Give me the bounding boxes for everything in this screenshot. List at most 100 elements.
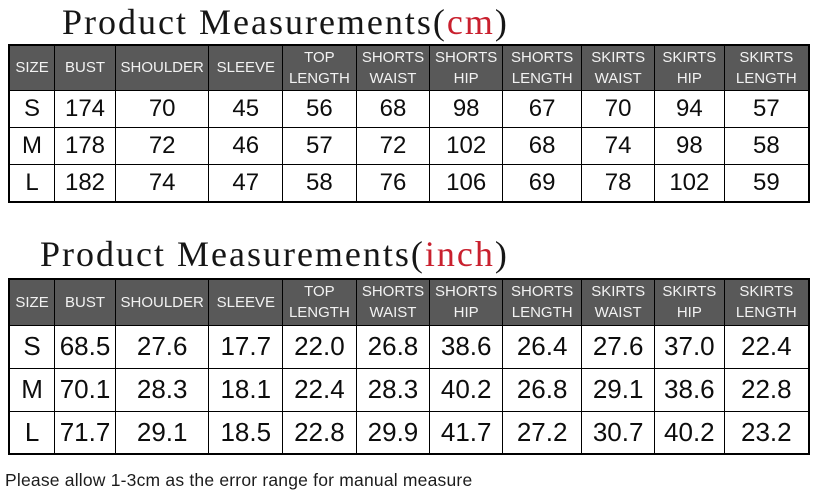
value-cell: 174 xyxy=(54,90,116,129)
inch-unit-label: inch xyxy=(424,233,495,274)
value-cell: 71.7 xyxy=(54,410,116,455)
table-row: L 182 74 47 58 76 106 69 78 102 59 xyxy=(8,164,810,203)
column-header: SKIRTS WAIST xyxy=(581,44,656,92)
value-cell: 40.2 xyxy=(429,367,504,412)
value-cell: 26.8 xyxy=(355,324,431,369)
column-header: SLEEVE xyxy=(208,44,284,92)
table-row: M 178 72 46 57 72 102 68 74 98 58 xyxy=(8,127,810,166)
cm-title-suffix: ) xyxy=(494,2,509,42)
value-cell: 56 xyxy=(282,90,357,129)
value-cell: 70.1 xyxy=(54,367,116,412)
value-cell: 22.8 xyxy=(282,410,357,455)
value-cell: 28.3 xyxy=(355,367,431,412)
column-header: SHOULDER xyxy=(114,44,210,92)
value-cell: 70 xyxy=(581,90,656,129)
value-cell: 59 xyxy=(723,164,810,203)
measure-tolerance-note: Please allow 1-3cm as the error range fo… xyxy=(5,470,473,491)
value-cell: 26.8 xyxy=(502,367,583,412)
table-row: S 68.5 27.6 17.7 22.0 26.8 38.6 26.4 27.6 37.0 22.… xyxy=(8,324,810,369)
column-header: SHORTS LENGTH xyxy=(502,44,583,92)
value-cell: 27.6 xyxy=(114,324,210,369)
value-cell: 78 xyxy=(581,164,656,203)
column-header: SHORTS HIP xyxy=(429,44,504,92)
column-header: TOP LENGTH xyxy=(282,44,357,92)
column-header: SKIRTS HIP xyxy=(654,278,725,326)
table-row: M 70.1 28.3 18.1 22.4 28.3 40.2 26.8 29.1 38.6 22.… xyxy=(8,367,810,412)
value-cell: 29.1 xyxy=(581,367,656,412)
value-cell: 74 xyxy=(114,164,210,203)
size-cell: S xyxy=(8,324,56,369)
column-header: SHOULDER xyxy=(114,278,210,326)
value-cell: 57 xyxy=(282,127,357,166)
value-cell: 23.2 xyxy=(723,410,810,455)
value-cell: 29.9 xyxy=(355,410,431,455)
value-cell: 27.6 xyxy=(581,324,656,369)
column-header: SHORTS LENGTH xyxy=(502,278,583,326)
value-cell: 69 xyxy=(502,164,583,203)
column-header: SKIRTS WAIST xyxy=(581,278,656,326)
column-header: BUST xyxy=(54,44,116,92)
column-header: SHORTS WAIST xyxy=(355,278,431,326)
value-cell: 45 xyxy=(208,90,284,129)
value-cell: 26.4 xyxy=(502,324,583,369)
inch-title-suffix: ) xyxy=(494,233,509,274)
inch-table-title: Product Measurements(inch) xyxy=(0,233,818,279)
value-cell: 102 xyxy=(429,127,504,166)
column-header: SKIRTS LENGTH xyxy=(723,44,810,92)
value-cell: 22.4 xyxy=(282,367,357,412)
table-row: S 174 70 45 56 68 98 67 70 94 57 xyxy=(8,90,810,129)
value-cell: 38.6 xyxy=(429,324,504,369)
cm-measurements-table: SIZE BUST SHOULDER SLEEVE TOP LENGTH SHORTS W… xyxy=(8,43,810,203)
value-cell: 17.7 xyxy=(208,324,284,369)
value-cell: 22.4 xyxy=(723,324,810,369)
column-header: TOP LENGTH xyxy=(282,278,357,326)
column-header: SLEEVE xyxy=(208,278,284,326)
value-cell: 68 xyxy=(355,90,431,129)
table-row: L 71.7 29.1 18.5 22.8 29.9 41.7 27.2 30.7 40.2 23.… xyxy=(8,410,810,455)
value-cell: 67 xyxy=(502,90,583,129)
size-cell: M xyxy=(8,127,56,166)
size-cell: S xyxy=(8,90,56,129)
column-header: SIZE xyxy=(8,44,56,92)
size-cell: L xyxy=(8,164,56,203)
value-cell: 18.1 xyxy=(208,367,284,412)
value-cell: 72 xyxy=(355,127,431,166)
size-cell: M xyxy=(8,367,56,412)
value-cell: 27.2 xyxy=(502,410,583,455)
value-cell: 30.7 xyxy=(581,410,656,455)
value-cell: 74 xyxy=(581,127,656,166)
value-cell: 38.6 xyxy=(654,367,725,412)
value-cell: 40.2 xyxy=(654,410,725,455)
value-cell: 46 xyxy=(208,127,284,166)
value-cell: 76 xyxy=(355,164,431,203)
value-cell: 57 xyxy=(723,90,810,129)
value-cell: 18.5 xyxy=(208,410,284,455)
cm-unit-label: cm xyxy=(446,2,495,42)
column-header: SHORTS HIP xyxy=(429,278,504,326)
value-cell: 98 xyxy=(429,90,504,129)
value-cell: 68.5 xyxy=(54,324,116,369)
value-cell: 58 xyxy=(723,127,810,166)
inch-title-prefix: Product Measurements( xyxy=(40,233,425,274)
value-cell: 29.1 xyxy=(114,410,210,455)
cm-table-title: Product Measurements(cm) xyxy=(0,0,818,44)
value-cell: 68 xyxy=(502,127,583,166)
value-cell: 178 xyxy=(54,127,116,166)
value-cell: 22.8 xyxy=(723,367,810,412)
size-cell: L xyxy=(8,410,56,455)
value-cell: 22.0 xyxy=(282,324,357,369)
cm-header-row: SIZE BUST SHOULDER SLEEVE TOP LENGTH SHORTS W… xyxy=(8,44,810,92)
value-cell: 106 xyxy=(429,164,504,203)
value-cell: 182 xyxy=(54,164,116,203)
value-cell: 58 xyxy=(282,164,357,203)
column-header: SKIRTS LENGTH xyxy=(723,278,810,326)
column-header: SHORTS WAIST xyxy=(355,44,431,92)
value-cell: 28.3 xyxy=(114,367,210,412)
inch-measurements-table: SIZE BUST SHOULDER SLEEVE TOP LENGTH SHORTS W… xyxy=(8,278,810,456)
value-cell: 98 xyxy=(654,127,725,166)
value-cell: 94 xyxy=(654,90,725,129)
value-cell: 41.7 xyxy=(429,410,504,455)
value-cell: 70 xyxy=(114,90,210,129)
column-header: BUST xyxy=(54,278,116,326)
